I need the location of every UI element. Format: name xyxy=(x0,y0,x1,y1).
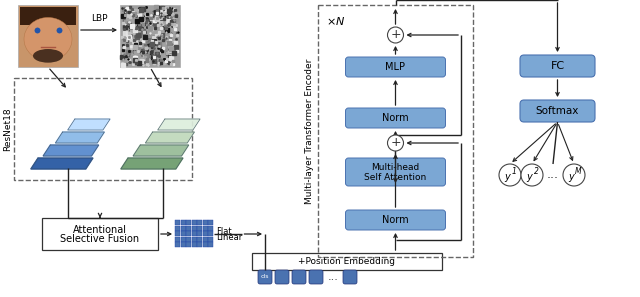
Text: Multi-layer Transformer Encoder: Multi-layer Transformer Encoder xyxy=(305,58,314,204)
FancyBboxPatch shape xyxy=(202,231,208,236)
Polygon shape xyxy=(68,119,110,130)
FancyBboxPatch shape xyxy=(186,242,191,247)
Text: +: + xyxy=(390,29,401,42)
FancyBboxPatch shape xyxy=(197,236,202,242)
FancyBboxPatch shape xyxy=(186,225,191,231)
Text: Linear: Linear xyxy=(216,233,243,242)
Text: +: + xyxy=(390,137,401,149)
FancyBboxPatch shape xyxy=(197,242,202,247)
Ellipse shape xyxy=(24,18,72,61)
FancyBboxPatch shape xyxy=(191,236,196,242)
Text: y: y xyxy=(526,172,532,182)
Polygon shape xyxy=(31,158,93,169)
Text: +Position Embedding: +Position Embedding xyxy=(298,257,396,266)
Text: Norm: Norm xyxy=(382,215,409,225)
FancyBboxPatch shape xyxy=(275,270,289,284)
FancyBboxPatch shape xyxy=(208,231,213,236)
FancyBboxPatch shape xyxy=(309,270,323,284)
Text: LBP: LBP xyxy=(91,14,108,23)
Text: Selective Fusion: Selective Fusion xyxy=(60,234,140,244)
Circle shape xyxy=(387,27,403,43)
FancyBboxPatch shape xyxy=(20,7,76,25)
FancyBboxPatch shape xyxy=(180,242,186,247)
FancyBboxPatch shape xyxy=(197,231,202,236)
FancyBboxPatch shape xyxy=(520,100,595,122)
FancyBboxPatch shape xyxy=(197,225,202,231)
Text: Attentional: Attentional xyxy=(73,225,127,235)
Text: Flat: Flat xyxy=(216,227,232,236)
FancyBboxPatch shape xyxy=(120,5,180,67)
FancyBboxPatch shape xyxy=(202,242,208,247)
Polygon shape xyxy=(43,145,99,156)
FancyBboxPatch shape xyxy=(186,231,191,236)
FancyBboxPatch shape xyxy=(208,225,213,231)
FancyBboxPatch shape xyxy=(186,236,191,242)
FancyBboxPatch shape xyxy=(346,210,445,230)
FancyBboxPatch shape xyxy=(191,220,196,225)
FancyBboxPatch shape xyxy=(180,236,186,242)
Text: 2: 2 xyxy=(534,167,538,176)
FancyBboxPatch shape xyxy=(180,220,186,225)
FancyBboxPatch shape xyxy=(346,57,445,77)
Circle shape xyxy=(499,164,521,186)
FancyBboxPatch shape xyxy=(175,236,180,242)
FancyBboxPatch shape xyxy=(191,242,196,247)
Text: ...: ... xyxy=(547,168,559,181)
FancyBboxPatch shape xyxy=(208,220,213,225)
Circle shape xyxy=(521,164,543,186)
Polygon shape xyxy=(56,132,104,143)
Text: 1: 1 xyxy=(511,167,516,176)
Text: y: y xyxy=(504,172,510,182)
Text: FC: FC xyxy=(550,61,564,71)
Text: MLP: MLP xyxy=(385,62,406,72)
FancyBboxPatch shape xyxy=(175,220,180,225)
Text: cls: cls xyxy=(260,274,269,279)
FancyBboxPatch shape xyxy=(180,231,186,236)
FancyBboxPatch shape xyxy=(175,231,180,236)
Polygon shape xyxy=(157,119,200,130)
FancyBboxPatch shape xyxy=(258,270,272,284)
FancyBboxPatch shape xyxy=(42,218,158,250)
FancyBboxPatch shape xyxy=(202,236,208,242)
Text: $\times$N: $\times$N xyxy=(326,15,346,27)
FancyBboxPatch shape xyxy=(252,253,442,270)
Text: Self Attention: Self Attention xyxy=(364,173,427,181)
Circle shape xyxy=(387,135,403,151)
Polygon shape xyxy=(121,158,183,169)
Text: ...: ... xyxy=(328,272,339,282)
FancyBboxPatch shape xyxy=(202,220,208,225)
FancyBboxPatch shape xyxy=(346,108,445,128)
FancyBboxPatch shape xyxy=(292,270,306,284)
Text: Multi-head: Multi-head xyxy=(371,162,420,171)
FancyBboxPatch shape xyxy=(208,236,213,242)
FancyBboxPatch shape xyxy=(180,225,186,231)
FancyBboxPatch shape xyxy=(18,5,78,67)
Polygon shape xyxy=(133,145,189,156)
Circle shape xyxy=(563,164,585,186)
FancyBboxPatch shape xyxy=(186,220,191,225)
FancyBboxPatch shape xyxy=(191,231,196,236)
FancyBboxPatch shape xyxy=(197,220,202,225)
Text: y: y xyxy=(568,172,574,182)
Text: Norm: Norm xyxy=(382,113,409,123)
Text: ResNet18: ResNet18 xyxy=(3,107,13,151)
FancyBboxPatch shape xyxy=(346,158,445,186)
FancyBboxPatch shape xyxy=(343,270,357,284)
Text: M: M xyxy=(575,167,581,176)
Text: Softmax: Softmax xyxy=(536,106,579,116)
Polygon shape xyxy=(145,132,195,143)
FancyBboxPatch shape xyxy=(208,242,213,247)
FancyBboxPatch shape xyxy=(520,55,595,77)
Ellipse shape xyxy=(33,49,63,63)
FancyBboxPatch shape xyxy=(175,242,180,247)
FancyBboxPatch shape xyxy=(175,225,180,231)
FancyBboxPatch shape xyxy=(191,225,196,231)
FancyBboxPatch shape xyxy=(202,225,208,231)
